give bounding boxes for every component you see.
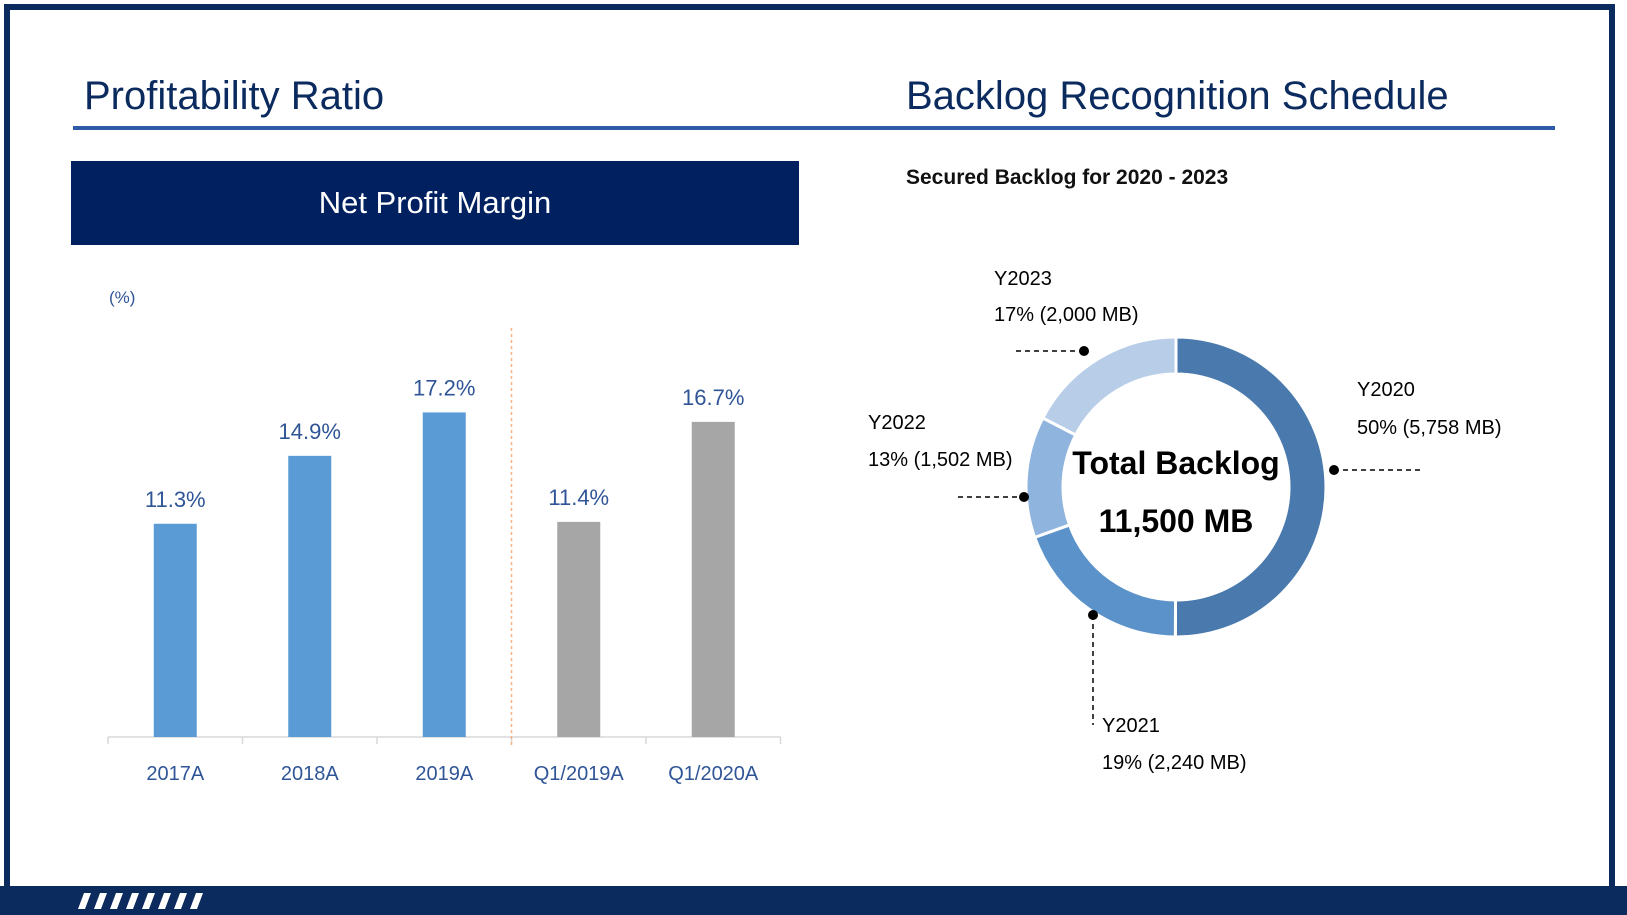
slide-frame xyxy=(4,4,1615,887)
bar-Q1/2019A xyxy=(557,521,601,737)
slice-value-label: 17% (2,000 MB) xyxy=(994,304,1139,326)
bar-data-label: 16.7% xyxy=(682,385,744,410)
footer-bar xyxy=(0,886,1627,915)
bar-data-label: 11.4% xyxy=(548,485,609,510)
bar-2018A xyxy=(288,455,332,737)
net-profit-margin-banner: Net Profit Margin xyxy=(71,161,799,245)
left-section-title: Profitability Ratio xyxy=(84,74,385,118)
donut-slice-Y2020 xyxy=(1173,335,1328,639)
donut-center-title: Total Backlog xyxy=(1072,445,1279,481)
backlog-subtitle: Secured Backlog for 2020 - 2023 xyxy=(906,166,1229,189)
donut-slice-Y2022 xyxy=(1024,415,1078,540)
slice-value-label: 19% (2,240 MB) xyxy=(1102,752,1247,774)
bar-data-label: 17.2% xyxy=(413,375,475,400)
bar-Q1/2020A xyxy=(691,421,735,737)
y-unit-label: (%) xyxy=(109,288,135,307)
donut-slice-Y2021 xyxy=(1032,523,1178,639)
slice-value-label: 13% (1,502 MB) xyxy=(868,449,1013,471)
slice-name-label: Y2020 xyxy=(1357,379,1415,401)
slice-name-label: Y2023 xyxy=(994,268,1052,290)
leader-dot xyxy=(1079,346,1089,356)
bar-2017A xyxy=(153,523,197,737)
leader-dot xyxy=(1329,465,1339,475)
leader-dot xyxy=(1088,610,1098,620)
x-tick-label: 2019A xyxy=(415,763,473,785)
x-tick-label: Q1/2020A xyxy=(668,763,759,785)
stripes-decoration xyxy=(78,893,203,909)
slice-value-label: 50% (5,758 MB) xyxy=(1357,417,1502,439)
x-tick-label: Q1/2019A xyxy=(534,763,625,785)
slice-name-label: Y2022 xyxy=(868,412,926,434)
x-tick-label: 2017A xyxy=(146,763,204,785)
slice-name-label: Y2021 xyxy=(1102,715,1160,737)
donut-slice-Y2023 xyxy=(1040,335,1178,438)
x-tick-label: 2018A xyxy=(281,763,339,785)
donut-center-value: 11,500 MB xyxy=(1099,503,1254,539)
bar-data-label: 11.3% xyxy=(145,487,206,512)
leader-dot xyxy=(1019,492,1029,502)
title-underline xyxy=(73,126,1555,130)
right-section-title: Backlog Recognition Schedule xyxy=(906,74,1449,118)
bar-data-label: 14.9% xyxy=(279,419,341,444)
bar-2019A xyxy=(422,412,466,737)
